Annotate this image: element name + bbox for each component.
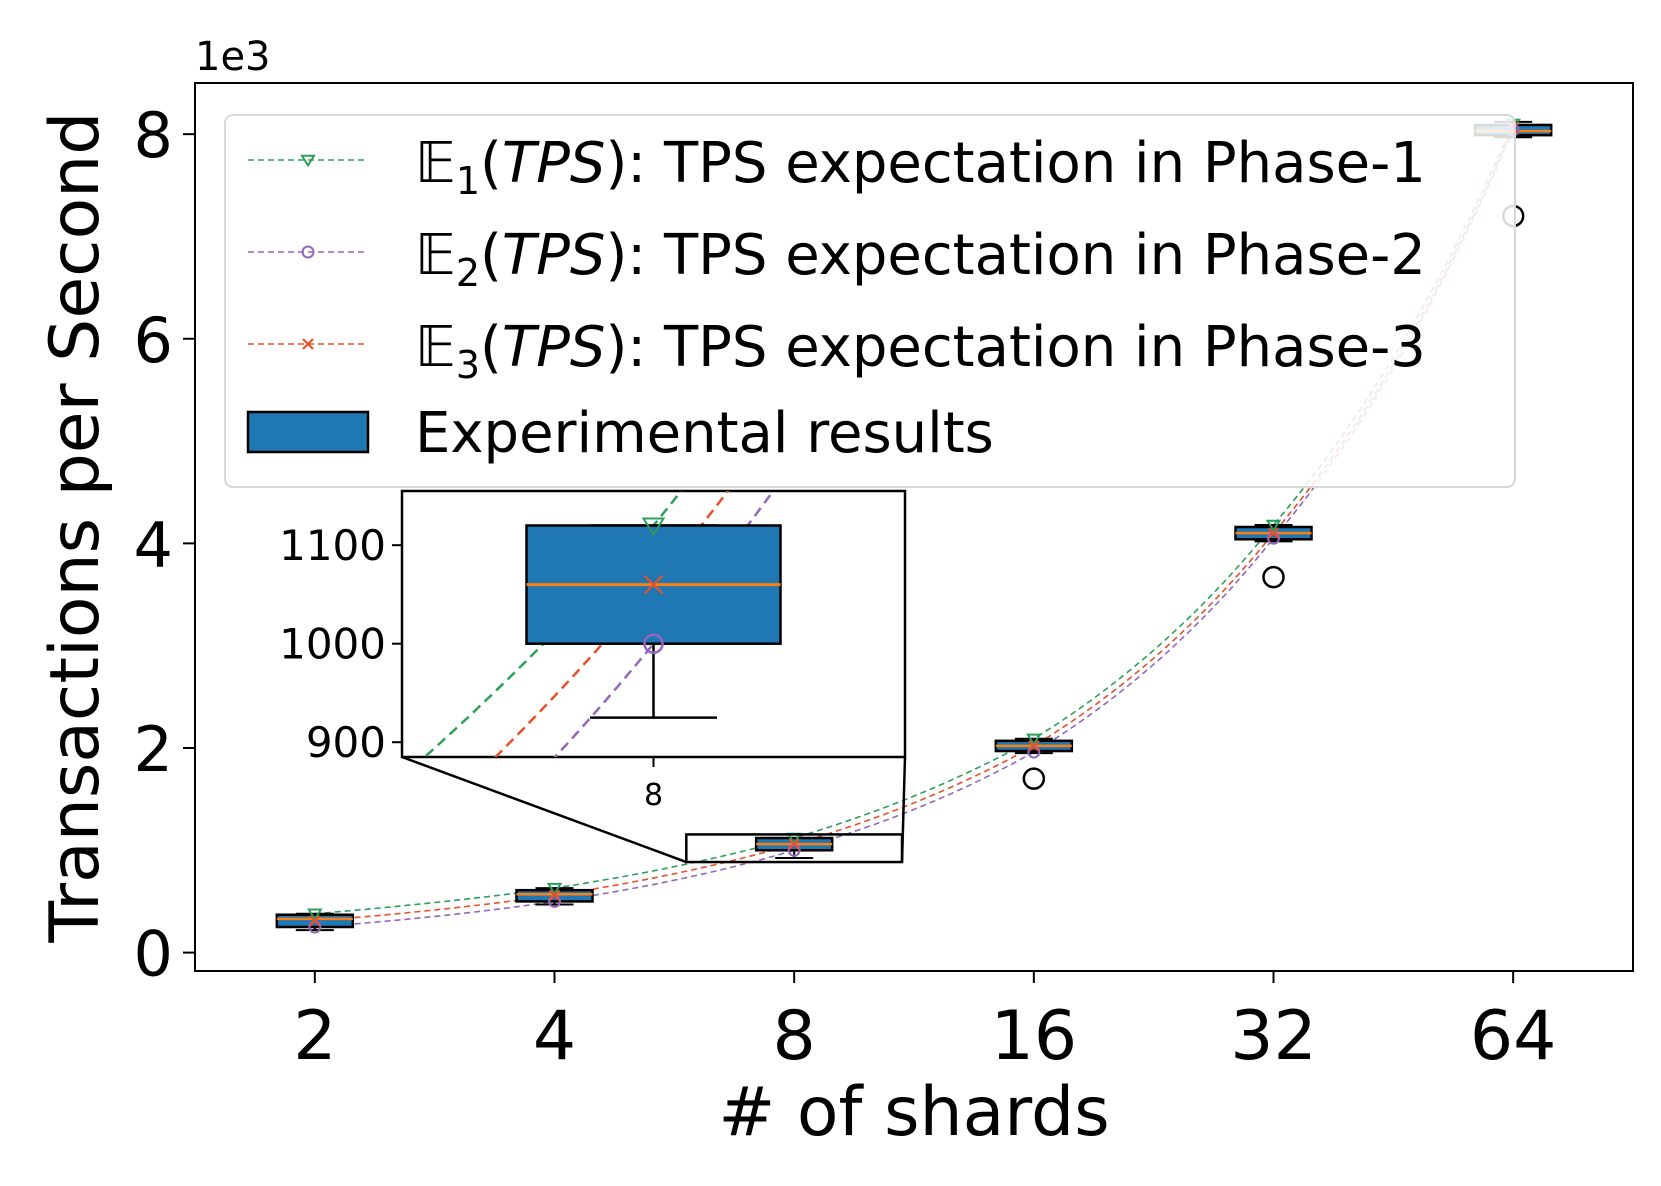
x-tick-label: 64 xyxy=(1470,997,1557,1076)
inset-axis-ticks: 900 1000 1100 8 xyxy=(279,521,663,813)
marker-e3 xyxy=(309,915,321,927)
legend-item-2: 𝔼2(TPS): TPS expectation in Phase-2 xyxy=(248,223,1426,295)
legend-marker-e1 xyxy=(300,154,316,168)
legend-marker-e3 xyxy=(302,338,314,350)
x-tick-label: 4 xyxy=(533,997,576,1076)
legend-marker-e2 xyxy=(301,245,315,259)
x-axis-ticks: 2 4 8 16 32 64 xyxy=(293,971,1556,1076)
legend-item-3: 𝔼3(TPS): TPS expectation in Phase-3 xyxy=(248,315,1426,387)
zoom-connector xyxy=(401,755,687,864)
y-scale-note: 1e3 xyxy=(195,34,271,80)
y-axis-label: Transactions per Second xyxy=(36,112,115,944)
y-tick-label: 8 xyxy=(134,99,173,172)
legend-item-4: Experimental results xyxy=(246,401,994,466)
y-tick-label: 2 xyxy=(134,713,173,786)
zoom-indicator xyxy=(401,755,907,864)
inset-box-plot xyxy=(525,517,782,719)
legend: 𝔼1(TPS): TPS expectation in Phase-1 𝔼2(TP… xyxy=(246,131,1426,466)
legend-label: 𝔼1(TPS): TPS expectation in Phase-1 xyxy=(415,131,1426,203)
inset-marker-e3 xyxy=(643,574,664,595)
inset-y-tick-label: 1100 xyxy=(279,521,386,570)
series-line-e2 xyxy=(314,129,1514,928)
x-tick-label: 32 xyxy=(1230,997,1317,1076)
zoom-connector xyxy=(900,756,907,863)
marker-e1 xyxy=(307,908,323,921)
marker-e1 xyxy=(1026,733,1042,747)
inset-y-tick-label: 900 xyxy=(306,718,386,767)
y-tick-label: 6 xyxy=(134,304,173,377)
y-tick-label: 0 xyxy=(134,918,173,991)
legend-label: Experimental results xyxy=(415,401,994,466)
legend-frame xyxy=(224,114,1516,488)
marker-e3 xyxy=(788,838,800,850)
legend-item-1: 𝔼1(TPS): TPS expectation in Phase-1 xyxy=(248,131,1426,203)
x-axis-label: # of shards xyxy=(718,1073,1109,1152)
marker-e3 xyxy=(1028,740,1040,752)
inset-marker-e2 xyxy=(643,633,664,654)
y-axis-ticks: 0 2 4 6 8 xyxy=(134,99,195,991)
y-tick-label: 4 xyxy=(134,508,173,581)
x-tick-label: 8 xyxy=(773,997,816,1076)
x-tick-label: 16 xyxy=(991,997,1078,1076)
outlier-point xyxy=(1022,767,1046,790)
outlier-point xyxy=(1262,565,1285,589)
marker-e1 xyxy=(1265,519,1282,533)
marker-e1 xyxy=(546,882,563,896)
inset-x-tick-label: 8 xyxy=(644,778,663,813)
marker-e3 xyxy=(1267,527,1280,539)
inset-y-tick-label: 1000 xyxy=(279,620,386,669)
legend-box-swatch xyxy=(246,410,370,454)
marker-e3 xyxy=(548,889,561,902)
legend-label: 𝔼2(TPS): TPS expectation in Phase-2 xyxy=(415,223,1426,295)
x-tick-label: 2 xyxy=(293,997,336,1076)
legend-label: 𝔼3(TPS): TPS expectation in Phase-3 xyxy=(415,315,1426,387)
inset-marker-e1 xyxy=(641,517,666,537)
